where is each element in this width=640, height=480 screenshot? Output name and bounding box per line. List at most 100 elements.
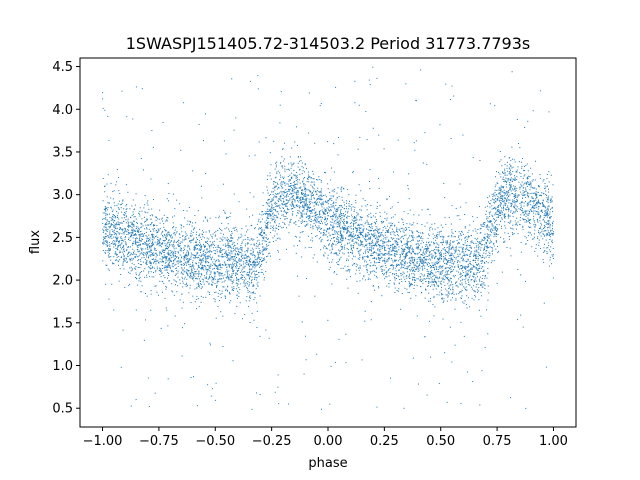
- data-point: [219, 293, 221, 295]
- data-point: [338, 220, 340, 222]
- data-point: [503, 199, 505, 201]
- data-point: [544, 213, 546, 215]
- data-point: [137, 245, 139, 247]
- data-point: [144, 233, 146, 235]
- data-point: [233, 242, 235, 244]
- data-point: [161, 272, 163, 274]
- data-point: [178, 261, 180, 263]
- data-point: [223, 209, 225, 211]
- data-point: [327, 183, 329, 185]
- data-point: [331, 206, 333, 208]
- data-point: [515, 189, 517, 191]
- data-point: [417, 243, 419, 245]
- data-point: [514, 177, 516, 179]
- data-point: [507, 221, 509, 223]
- data-point: [323, 231, 325, 233]
- data-point: [184, 254, 186, 256]
- data-point: [127, 225, 129, 227]
- data-point: [153, 199, 155, 201]
- data-point: [256, 274, 258, 276]
- data-point: [214, 301, 216, 303]
- data-point: [106, 220, 108, 222]
- data-point: [240, 252, 242, 254]
- data-point: [544, 214, 546, 216]
- data-point: [503, 201, 505, 203]
- data-point: [384, 273, 386, 275]
- data-point: [197, 298, 199, 300]
- data-point: [106, 228, 108, 230]
- data-point: [281, 181, 283, 183]
- data-point: [550, 230, 552, 232]
- data-point: [207, 251, 209, 253]
- data-point: [194, 271, 196, 273]
- data-point: [395, 273, 397, 275]
- data-point: [147, 204, 149, 206]
- data-point: [205, 251, 207, 253]
- data-point: [150, 251, 152, 253]
- data-point: [279, 197, 281, 199]
- data-point: [180, 149, 182, 151]
- data-point: [114, 259, 116, 261]
- data-point: [183, 267, 185, 269]
- data-point: [474, 280, 476, 282]
- data-point: [202, 220, 204, 222]
- data-point: [341, 234, 343, 236]
- data-point: [425, 241, 427, 243]
- data-point: [319, 191, 321, 193]
- data-point: [329, 198, 331, 200]
- data-point: [500, 197, 502, 199]
- data-point: [139, 264, 141, 266]
- data-point: [503, 194, 505, 196]
- data-point: [153, 271, 154, 273]
- data-point: [363, 275, 365, 277]
- data-point: [273, 140, 275, 142]
- data-point: [194, 268, 196, 270]
- data-point: [547, 229, 549, 231]
- data-point: [165, 245, 167, 247]
- data-point: [409, 223, 411, 225]
- data-point: [166, 266, 168, 268]
- data-point: [398, 264, 400, 266]
- data-point: [280, 190, 282, 192]
- data-point: [477, 264, 479, 266]
- data-point: [256, 240, 258, 242]
- data-point: [261, 261, 263, 263]
- data-point: [278, 187, 280, 189]
- data-point: [157, 236, 159, 238]
- data-point: [408, 173, 410, 175]
- data-point: [354, 219, 356, 221]
- data-point: [350, 228, 352, 230]
- data-point: [364, 310, 366, 312]
- data-point: [527, 217, 529, 219]
- data-point: [283, 181, 285, 183]
- data-point: [378, 258, 380, 260]
- data-point: [127, 225, 129, 227]
- data-point: [475, 267, 477, 269]
- data-point: [385, 232, 386, 234]
- data-point: [217, 279, 219, 281]
- data-point: [368, 274, 370, 276]
- data-point: [366, 245, 368, 247]
- data-point: [299, 160, 301, 162]
- data-point: [377, 261, 379, 263]
- data-point: [173, 239, 175, 241]
- data-point: [301, 192, 303, 194]
- data-point: [168, 257, 170, 259]
- data-point: [310, 177, 312, 179]
- data-point: [139, 267, 141, 269]
- data-point: [425, 251, 427, 253]
- data-point: [482, 254, 484, 256]
- data-point: [393, 245, 395, 247]
- data-point: [360, 190, 362, 192]
- data-point: [400, 228, 402, 230]
- data-point: [247, 238, 249, 240]
- data-point: [475, 263, 477, 265]
- data-point: [405, 255, 407, 257]
- data-point: [306, 278, 308, 280]
- data-point: [218, 256, 220, 258]
- data-point: [284, 142, 286, 144]
- data-point: [431, 257, 433, 259]
- data-point: [496, 194, 498, 196]
- data-point: [407, 242, 409, 244]
- data-point: [346, 229, 348, 231]
